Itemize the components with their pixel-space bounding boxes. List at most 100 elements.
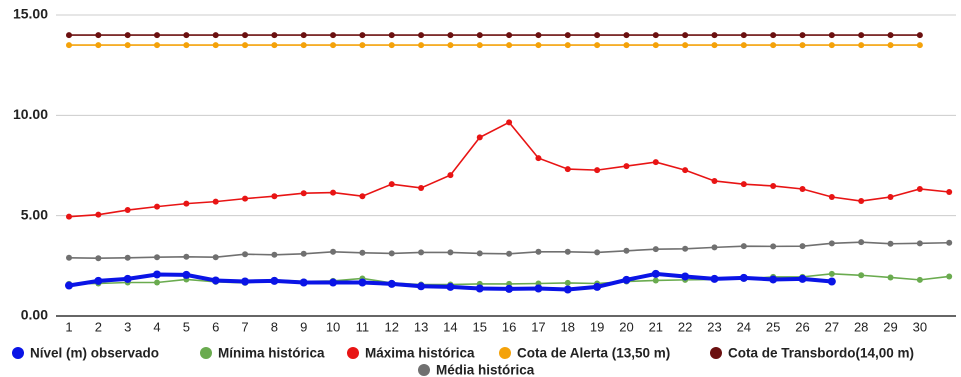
x-tick-label: 9 (300, 319, 307, 334)
data-point (946, 273, 953, 280)
y-tick-label: 15.00 (13, 6, 48, 22)
data-point (858, 198, 865, 205)
x-tick-label: 3 (124, 319, 131, 334)
x-tick-label: 6 (212, 319, 219, 334)
y-tick-label: 0.00 (21, 307, 48, 323)
x-tick-label: 2 (95, 319, 102, 334)
legend-marker (418, 364, 430, 376)
data-point (271, 32, 278, 39)
legend-marker (499, 347, 511, 359)
data-point (740, 42, 747, 49)
data-point (418, 184, 425, 191)
x-tick-label: 1 (65, 319, 72, 334)
data-point (681, 272, 690, 281)
data-point (153, 270, 162, 279)
data-point (124, 207, 131, 214)
data-point (447, 32, 454, 39)
data-point (770, 42, 777, 49)
data-point (212, 42, 219, 49)
data-point (447, 249, 454, 256)
data-point (66, 254, 72, 261)
x-tick-label: 19 (590, 319, 604, 334)
data-point (476, 32, 483, 39)
data-point (651, 269, 660, 278)
legend-label: Nível (m) observado (30, 346, 159, 361)
data-point (154, 203, 161, 210)
x-tick-label: 21 (649, 319, 663, 334)
data-point (123, 274, 132, 283)
data-point (330, 189, 337, 196)
data-point (242, 251, 249, 258)
data-point (124, 32, 131, 39)
data-point (183, 42, 190, 49)
data-point (300, 250, 307, 257)
data-point (946, 188, 953, 195)
data-point (827, 277, 836, 286)
data-point (711, 32, 718, 39)
data-point (946, 239, 953, 246)
data-point (270, 276, 279, 285)
data-point (211, 276, 220, 285)
data-point (475, 284, 484, 293)
data-point (506, 250, 513, 257)
x-tick-label: 28 (854, 319, 868, 334)
data-point (916, 240, 923, 247)
data-point (682, 42, 689, 49)
data-point (711, 244, 718, 251)
x-tick-label: 27 (825, 319, 839, 334)
data-point (858, 239, 865, 246)
data-point (623, 163, 630, 170)
data-point (330, 42, 337, 49)
x-tick-label: 5 (183, 319, 190, 334)
data-point (770, 32, 777, 39)
data-point (242, 32, 249, 39)
series-line (68, 121, 950, 218)
data-point (564, 166, 571, 173)
legend-marker (347, 347, 359, 359)
data-point (212, 254, 219, 261)
x-tick-label: 25 (766, 319, 780, 334)
data-point (388, 32, 395, 39)
data-point (711, 42, 718, 49)
legend-label: Máxima histórica (365, 346, 475, 361)
data-point (916, 185, 923, 192)
data-point (828, 42, 835, 49)
data-point (739, 273, 748, 282)
data-point (858, 272, 865, 279)
data-point (887, 42, 894, 49)
x-tick-label: 20 (619, 319, 633, 334)
data-point (594, 249, 601, 256)
data-point (154, 32, 161, 39)
data-point (66, 42, 72, 49)
data-point (476, 42, 483, 49)
data-point (799, 243, 806, 250)
data-point (359, 42, 366, 49)
x-tick-label: 23 (707, 319, 721, 334)
data-point (183, 200, 190, 207)
data-point (359, 249, 366, 256)
data-point (95, 255, 102, 262)
data-point (65, 281, 73, 290)
data-point (418, 32, 425, 39)
data-point (828, 194, 835, 201)
data-point (828, 270, 835, 277)
data-point (828, 32, 835, 39)
data-point (887, 274, 894, 281)
data-point (329, 278, 338, 287)
data-point (183, 32, 190, 39)
data-point (358, 278, 367, 287)
data-point (300, 190, 307, 197)
data-point (887, 32, 894, 39)
data-point (506, 42, 513, 49)
data-point (652, 277, 659, 284)
x-tick-label: 10 (326, 319, 340, 334)
data-point (476, 250, 483, 257)
y-tick-label: 5.00 (21, 206, 48, 222)
legend-label: Média histórica (436, 363, 535, 377)
data-point (387, 279, 396, 288)
x-tick-label: 11 (356, 319, 370, 334)
data-point (418, 249, 425, 256)
data-point (124, 254, 131, 261)
data-point (506, 119, 513, 126)
data-point (330, 32, 337, 39)
